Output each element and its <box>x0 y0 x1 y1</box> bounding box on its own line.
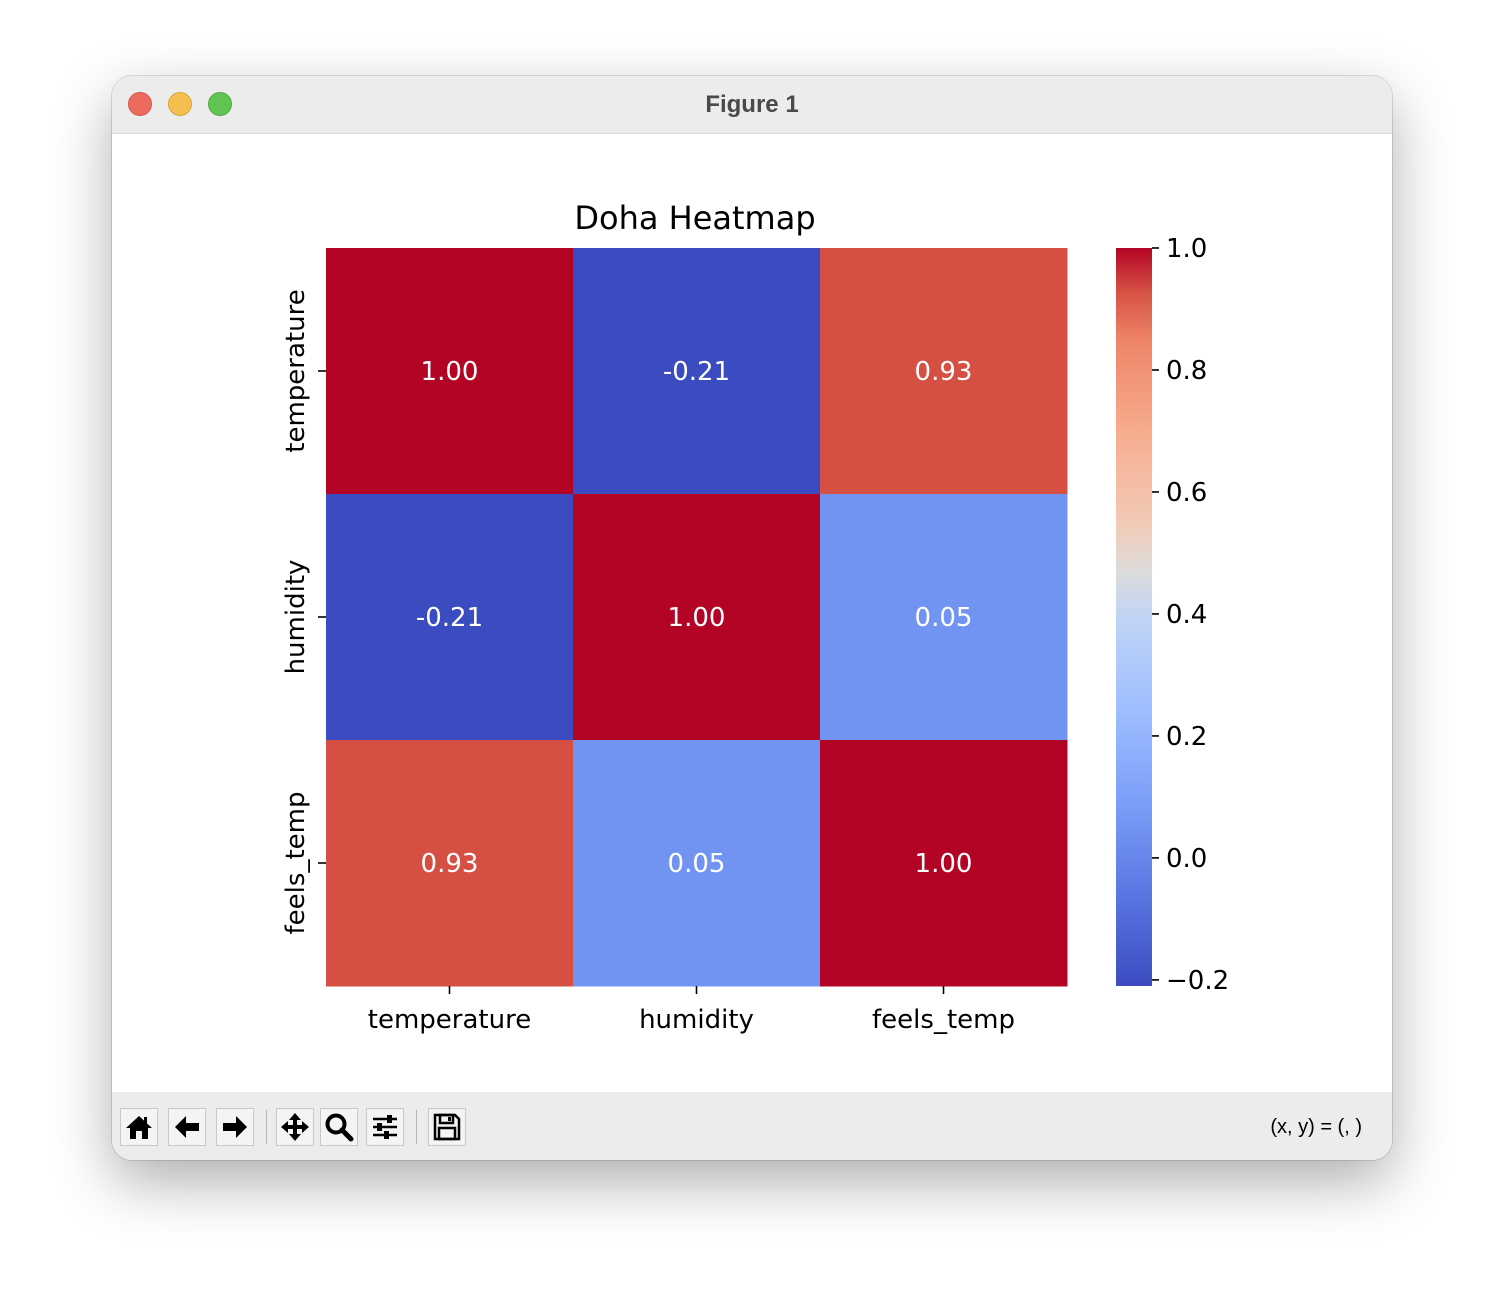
close-window-button[interactable] <box>128 92 152 116</box>
colorbar-tick-label-2: 0.6 <box>1166 478 1207 508</box>
cell-annotation-1-0: -0.21 <box>416 603 483 633</box>
sliders-icon <box>373 1115 397 1139</box>
figure-window: Figure 1 Doha Heatmap <box>112 76 1392 1160</box>
heatmap-chart: Doha Heatmap 1.00 -0.21 0.93 -0.21 1.00 0.05 0… <box>281 199 1229 1035</box>
pan-button[interactable] <box>276 1108 314 1146</box>
arrow-left-icon <box>175 1116 199 1138</box>
floppy-disk-icon <box>433 1113 461 1141</box>
home-icon <box>126 1116 152 1139</box>
back-button[interactable] <box>168 1108 206 1146</box>
move-icon <box>281 1113 309 1141</box>
x-tick-label-2: feels_temp <box>872 1005 1015 1035</box>
colorbar-tick-label-5: 0.0 <box>1166 844 1207 874</box>
save-button[interactable] <box>428 1108 466 1146</box>
y-tick-label-1: humidity <box>281 560 311 675</box>
y-tick-label-2: feels_temp <box>281 792 311 935</box>
arrow-right-icon <box>223 1116 247 1138</box>
heatmap-cell-2-1 <box>573 740 821 987</box>
navigation-toolbar: (x, y) = (, ) <box>112 1092 1392 1160</box>
magnifier-icon <box>325 1113 354 1142</box>
cell-annotation-2-1: 0.05 <box>668 849 726 879</box>
cell-annotation-0-1: -0.21 <box>663 357 730 387</box>
minimize-window-button[interactable] <box>168 92 192 116</box>
colorbar-tick-label-1: 0.8 <box>1166 356 1207 386</box>
heatmap-cell-0-0 <box>326 248 574 495</box>
toolbar-separator <box>266 1110 267 1144</box>
cell-annotation-0-2: 0.93 <box>915 357 973 387</box>
zoom-button[interactable] <box>320 1108 358 1146</box>
coordinates-readout: (x, y) = (, ) <box>1270 1116 1362 1138</box>
cell-annotation-2-0: 0.93 <box>421 849 479 879</box>
zoom-window-button[interactable] <box>208 92 232 116</box>
home-button[interactable] <box>120 1108 158 1146</box>
colorbar-tick-label-4: 0.2 <box>1166 722 1207 752</box>
window-title: Figure 1 <box>705 91 799 118</box>
toolbar-separator <box>416 1110 417 1144</box>
x-tick-label-0: temperature <box>368 1005 531 1035</box>
colorbar-tick-label-0: 1.0 <box>1166 234 1207 264</box>
colorbar <box>1116 248 1152 986</box>
heatmap-cell-2-0 <box>326 740 574 987</box>
y-tick-label-0: temperature <box>281 289 311 452</box>
heatmap-cell-0-1 <box>573 248 821 495</box>
colorbar-tick-label-3: 0.4 <box>1166 600 1207 630</box>
cell-annotation-2-2: 1.00 <box>915 849 973 879</box>
heatmap-cell-1-2 <box>820 494 1068 741</box>
x-tick-label-1: humidity <box>639 1005 754 1035</box>
cell-annotation-0-0: 1.00 <box>421 357 479 387</box>
cell-annotation-1-2: 0.05 <box>915 603 973 633</box>
cell-annotation-1-1: 1.00 <box>668 603 726 633</box>
heatmap-cell-1-1 <box>573 494 821 741</box>
title-bar: Figure 1 <box>112 76 1392 134</box>
chart-title: Doha Heatmap <box>574 199 815 237</box>
heatmap-cell-2-2 <box>820 740 1068 987</box>
colorbar-tick-label-6: −0.2 <box>1166 966 1229 996</box>
forward-button[interactable] <box>216 1108 254 1146</box>
configure-subplots-button[interactable] <box>366 1108 404 1146</box>
heatmap-cell-1-0 <box>326 494 574 741</box>
figure-canvas[interactable]: Doha Heatmap 1.00 -0.21 0.93 -0.21 1.00 0.05 0… <box>112 134 1392 1092</box>
heatmap-cell-0-2 <box>820 248 1068 495</box>
